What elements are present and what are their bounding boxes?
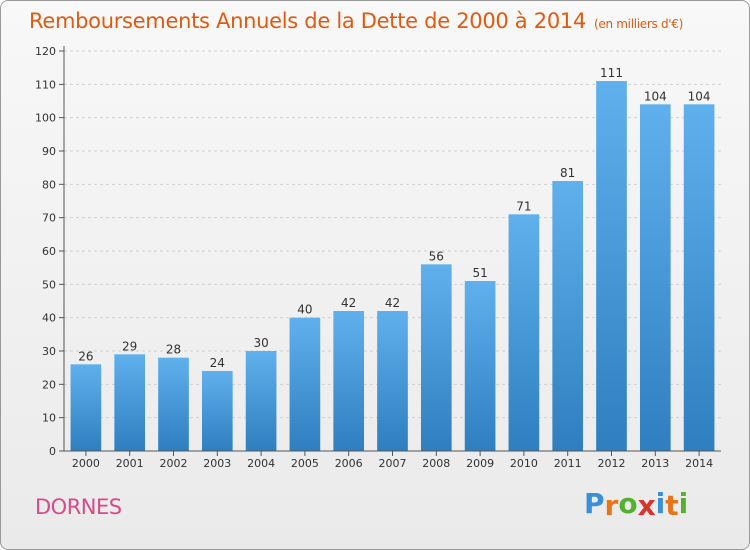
bar — [683, 104, 715, 451]
y-tick-label: 50 — [42, 278, 56, 291]
logo-letter: P — [584, 487, 605, 520]
bar — [70, 364, 102, 451]
bars: 26 29 28 24 30 40 42 42 56 51 71 81 111 104 104 — [70, 66, 715, 451]
bar-value-label: 28 — [166, 343, 181, 357]
x-tick-label: 2001 — [116, 457, 144, 470]
bar — [508, 214, 540, 451]
bar-value-label: 24 — [210, 356, 225, 370]
bar — [201, 371, 233, 451]
y-tick-label: 80 — [42, 178, 56, 191]
y-tick-label: 20 — [42, 378, 56, 391]
logo-letter: r — [604, 489, 619, 522]
x-tick-label: 2008 — [422, 457, 450, 470]
y-tick-label: 30 — [42, 345, 56, 358]
chart-unit-label: (en milliers d'€) — [594, 17, 684, 31]
x-tick-label: 2005 — [291, 457, 319, 470]
y-tick-label: 10 — [42, 412, 56, 425]
x-tick-label: 2012 — [598, 457, 626, 470]
x-tick-label: 2009 — [466, 457, 494, 470]
bar — [552, 181, 584, 451]
x-tick-label: 2010 — [510, 457, 538, 470]
y-tick-label: 0 — [49, 445, 56, 458]
logo-letter: i — [655, 487, 666, 520]
logo-letter: x — [637, 489, 656, 522]
y-tick-label: 40 — [42, 312, 56, 325]
bar-value-label: 51 — [472, 266, 487, 280]
proxiti-logo: Proxiti — [584, 487, 689, 522]
logo-letter: o — [618, 487, 638, 520]
bar — [158, 357, 189, 451]
bar-value-label: 42 — [341, 296, 356, 310]
bar — [114, 354, 146, 451]
y-tick-label: 120 — [35, 45, 56, 58]
axes: 0 10 20 30 40 50 60 70 80 90 100 110 120 2000 2001 2002… — [35, 45, 721, 470]
bar-value-label: 71 — [516, 199, 531, 213]
bar-value-label: 40 — [297, 303, 312, 317]
y-tick-label: 110 — [35, 78, 56, 91]
bar-value-label: 26 — [78, 349, 93, 363]
y-tick-label: 60 — [42, 245, 56, 258]
x-tick-label: 2013 — [641, 457, 669, 470]
x-tick-label: 2014 — [685, 457, 713, 470]
x-tick-label: 2004 — [247, 457, 275, 470]
bar — [639, 104, 671, 451]
x-tick-label: 2000 — [72, 457, 100, 470]
logo-letter: t — [665, 489, 679, 522]
bar — [333, 311, 365, 451]
x-tick-label: 2002 — [160, 457, 188, 470]
bar — [377, 311, 408, 451]
y-tick-label: 70 — [42, 212, 56, 225]
x-tick-label: 2006 — [335, 457, 363, 470]
bar — [289, 317, 321, 451]
bar-value-label: 104 — [688, 89, 711, 103]
bar — [420, 264, 452, 451]
bar-value-label: 56 — [429, 249, 444, 263]
x-tick-label: 2003 — [203, 457, 231, 470]
bar-value-label: 81 — [560, 166, 575, 180]
y-tick-label: 90 — [42, 145, 56, 158]
commune-name: DORNES — [35, 495, 122, 519]
x-tick-label: 2007 — [379, 457, 407, 470]
chart-title-text: Remboursements Annuels de la Dette de 20… — [29, 9, 586, 33]
bar — [464, 281, 496, 451]
bar-value-label: 111 — [600, 66, 623, 80]
bar-value-label: 104 — [644, 89, 667, 103]
bar-value-label: 30 — [253, 336, 268, 350]
logo-letter: i — [678, 487, 689, 520]
bar-value-label: 42 — [385, 296, 400, 310]
bar — [596, 81, 627, 451]
y-tick-label: 100 — [35, 112, 56, 125]
chart-title: Remboursements Annuels de la Dette de 20… — [29, 9, 683, 33]
bar — [245, 351, 277, 451]
bar-value-label: 29 — [122, 339, 137, 353]
x-tick-label: 2011 — [554, 457, 582, 470]
